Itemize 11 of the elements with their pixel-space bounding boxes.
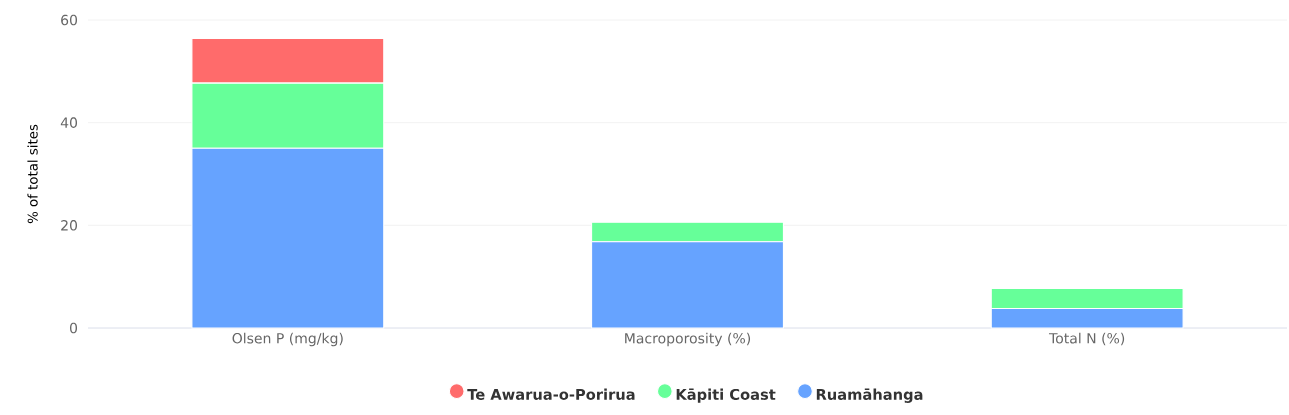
legend-label: Kāpiti Coast: [676, 388, 776, 403]
x-tick-label: Olsen P (mg/kg): [232, 332, 343, 347]
y-axis-title: % of total sites: [27, 124, 38, 224]
y-tick-label: 0: [69, 322, 78, 334]
x-tick-label: Total N (%): [1048, 332, 1125, 346]
y-tick-label: 40: [60, 117, 78, 128]
x-tick-label: Macroporosity (%): [625, 332, 751, 347]
y-tick-label: 60: [61, 14, 78, 26]
y-tick-label: 20: [61, 220, 78, 231]
legend-label: Te Awarua-o-Porirua: [467, 388, 635, 400]
legend-label: Ruamāhanga: [816, 388, 923, 403]
